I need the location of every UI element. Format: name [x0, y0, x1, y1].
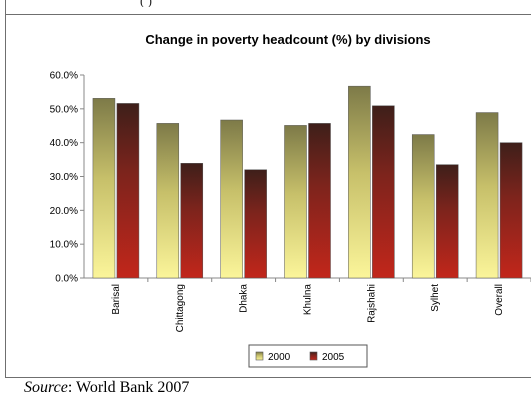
category-label: Chittagong: [175, 284, 186, 332]
legend-label-2000: 2000: [268, 352, 291, 363]
bar-2005-khulna: [308, 123, 331, 279]
y-tick-label: 60.0%: [50, 71, 78, 82]
y-tick-label: 40.0%: [50, 138, 78, 149]
source-caption: Source: World Bank 2007: [24, 379, 189, 397]
bar-2005-dhaka: [244, 169, 267, 279]
bar-2000-sylhet: [411, 134, 435, 279]
legend-label-2005: 2005: [322, 352, 345, 363]
bar-2005-barisal: [116, 103, 140, 279]
header-fragment: ( ): [140, 0, 370, 7]
bar-2005-chittagong: [180, 163, 204, 279]
plot-area: 0.0% 10.0% 20.0% 30.0% 40.0% 50.0% 60.0% Barisa…: [50, 71, 531, 332]
y-tick-label: 30.0%: [50, 172, 78, 183]
category-label: Sylhet: [430, 284, 441, 312]
top-divider: [5, 14, 531, 15]
legend: 2000 2005: [248, 344, 368, 368]
bar-2005-rajshahi: [372, 105, 395, 279]
legend-swatch-2005: [309, 351, 318, 361]
y-tick-label: 0.0%: [55, 274, 78, 285]
bar-2000-dhaka: [220, 119, 243, 279]
y-tick-label: 50.0%: [50, 104, 78, 115]
source-text: : World Bank 2007: [67, 379, 190, 396]
chart-title: Change in poverty headcount (%) by divis…: [145, 32, 430, 47]
y-tick-label: 10.0%: [50, 240, 78, 251]
y-tick-label: 20.0%: [50, 206, 78, 217]
legend-box: [248, 344, 368, 368]
bar-2005-sylhet: [435, 164, 459, 279]
bar-2005-overall: [499, 142, 523, 279]
legend-swatch-2000: [255, 351, 264, 361]
bar-2000-khulna: [284, 125, 307, 279]
bar-2000-barisal: [92, 98, 116, 279]
bar-2000-rajshahi: [348, 85, 371, 279]
category-label: Dhaka: [239, 284, 250, 313]
bar-2000-chittagong: [156, 123, 180, 279]
category-label: Barisal: [111, 284, 122, 315]
category-label: Khulna: [303, 284, 314, 316]
category-label: Overall: [494, 284, 505, 316]
category-label: Rajshahi: [366, 284, 377, 323]
bar-2000-overall: [475, 112, 499, 279]
source-label: Source: [24, 379, 68, 396]
